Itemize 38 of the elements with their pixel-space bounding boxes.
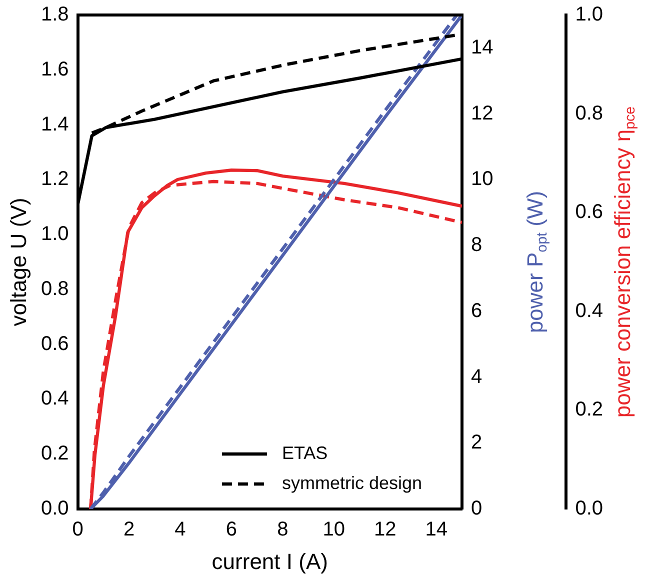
y-axis-title: voltage U (V) bbox=[6, 198, 32, 326]
y2-tick-label: 10 bbox=[470, 168, 494, 190]
x-tick-label: 2 bbox=[123, 518, 135, 541]
y2-tick-label: 2 bbox=[470, 432, 482, 454]
y2-tick-label: 4 bbox=[470, 366, 482, 388]
y2-tick-label: 8 bbox=[470, 234, 482, 256]
y2-tick-label: 12 bbox=[470, 102, 494, 124]
y-tick-label: 0.8 bbox=[40, 278, 69, 300]
y3-axis-title: power conversion efficiency ηpce bbox=[610, 106, 639, 418]
y2-axis-title: power Popt (W) bbox=[522, 190, 551, 334]
x-tick-label: 6 bbox=[226, 518, 238, 541]
x-tick-label: 8 bbox=[277, 518, 288, 541]
y3-tick-label: 0.4 bbox=[575, 300, 604, 322]
x-tick-label: 14 bbox=[425, 518, 448, 541]
y2-tick-label: 6 bbox=[470, 300, 482, 322]
y3-tick-label: 0.8 bbox=[575, 102, 604, 124]
x-tick-label: 12 bbox=[374, 518, 396, 541]
y-tick-label: 0.6 bbox=[40, 332, 69, 355]
x-tick-label: 10 bbox=[322, 518, 346, 541]
y-tick-label: 1.8 bbox=[40, 4, 69, 26]
y-tick-label: 1.0 bbox=[40, 223, 69, 246]
y-tick-label: 1.4 bbox=[40, 113, 69, 136]
y2-tick-label: 0 bbox=[470, 498, 482, 520]
y3-tick-label: 1.0 bbox=[575, 4, 604, 26]
y-tick-label: 0.0 bbox=[40, 498, 69, 520]
y2-tick-label: 14 bbox=[470, 36, 494, 58]
y3-tick-label: 0.2 bbox=[575, 398, 604, 421]
y-tick-label: 1.2 bbox=[40, 168, 69, 190]
x-tick-label: 4 bbox=[174, 518, 186, 541]
x-axis-title: current I (A) bbox=[212, 549, 328, 574]
legend-label: ETAS bbox=[282, 442, 328, 463]
y3-tick-label: 0.6 bbox=[575, 201, 604, 224]
y-tick-label: 1.6 bbox=[40, 58, 69, 80]
y-tick-label: 0.2 bbox=[40, 442, 69, 465]
y3-tick-label: 0.0 bbox=[575, 498, 604, 520]
y-tick-label: 0.4 bbox=[40, 388, 69, 410]
legend-label: symmetric design bbox=[282, 472, 422, 493]
x-tick-label: 0 bbox=[72, 518, 84, 541]
